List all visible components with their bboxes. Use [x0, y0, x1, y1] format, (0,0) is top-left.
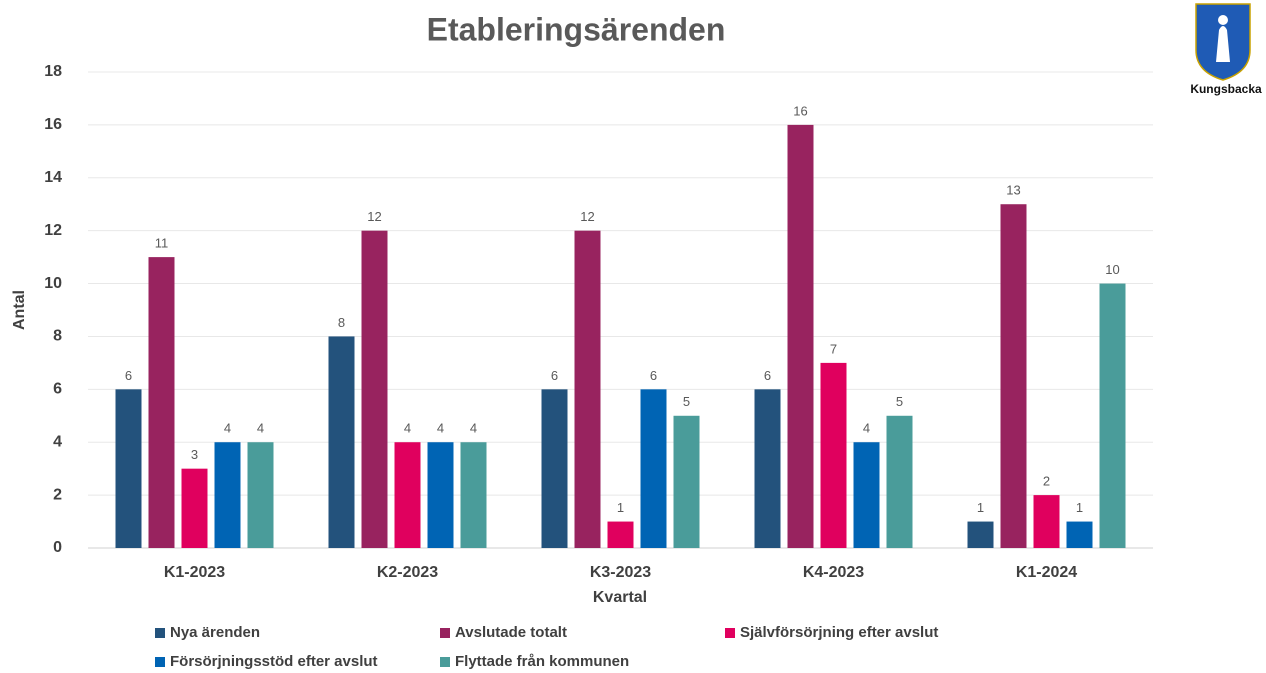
y-axis-label: Antal — [11, 290, 28, 330]
data-label: 4 — [863, 421, 870, 436]
bar — [1099, 283, 1126, 548]
bar — [1066, 521, 1093, 548]
legend-swatch — [155, 628, 165, 638]
bar — [361, 230, 388, 548]
bar — [394, 442, 421, 548]
legend-swatch — [725, 628, 735, 638]
y-tick-label: 6 — [53, 381, 62, 398]
legend-label: Självförsörjning efter avslut — [740, 624, 938, 641]
logo-text: Kungsbacka — [1190, 82, 1262, 96]
y-tick-label: 0 — [53, 539, 62, 556]
data-label: 16 — [793, 103, 807, 118]
legend-label: Avslutade totalt — [455, 624, 567, 641]
bar — [460, 442, 487, 548]
data-label: 3 — [191, 447, 198, 462]
data-label: 5 — [896, 394, 903, 409]
bar — [1033, 495, 1060, 548]
data-label: 1 — [977, 500, 984, 515]
data-label: 4 — [257, 421, 264, 436]
data-label: 5 — [683, 394, 690, 409]
bar — [607, 521, 634, 548]
bar — [115, 389, 142, 548]
y-tick-label: 12 — [44, 222, 62, 239]
bar — [820, 362, 847, 548]
y-tick-label: 16 — [44, 116, 62, 133]
bar — [886, 415, 913, 548]
bar — [541, 389, 568, 548]
data-label: 1 — [1076, 500, 1083, 515]
bar — [214, 442, 241, 548]
bar — [787, 124, 814, 548]
data-label: 7 — [830, 341, 837, 356]
bar — [181, 468, 208, 548]
data-label: 12 — [367, 209, 381, 224]
data-label: 4 — [404, 421, 411, 436]
data-label: 12 — [580, 209, 594, 224]
chart-title: Etableringsärenden — [427, 11, 726, 47]
y-tick-label: 2 — [53, 486, 62, 503]
data-label: 11 — [155, 236, 169, 251]
legend-swatch — [155, 657, 165, 667]
data-label: 10 — [1105, 262, 1119, 277]
data-label: 13 — [1006, 183, 1020, 198]
legend-label: Försörjningsstöd efter avslut — [170, 653, 378, 670]
data-label: 2 — [1043, 474, 1050, 489]
logo: Kungsbacka — [1190, 3, 1262, 96]
y-tick-label: 14 — [44, 169, 62, 186]
data-label: 4 — [470, 421, 477, 436]
bar — [967, 521, 994, 548]
bar — [853, 442, 880, 548]
legend-swatch — [440, 628, 450, 638]
bar — [427, 442, 454, 548]
bar — [754, 389, 781, 548]
bar — [1000, 204, 1027, 548]
data-label: 4 — [437, 421, 444, 436]
legend-swatch — [440, 657, 450, 667]
bar — [247, 442, 274, 548]
bar — [148, 257, 175, 548]
logo-figure — [1216, 26, 1230, 62]
logo-head — [1218, 15, 1228, 25]
data-label: 1 — [617, 500, 624, 515]
x-tick-label: K1-2023 — [164, 564, 225, 581]
legend-label: Flyttade från kommunen — [455, 653, 629, 670]
x-tick-label: K2-2023 — [377, 564, 438, 581]
data-label: 6 — [125, 368, 132, 383]
data-label: 4 — [224, 421, 231, 436]
x-tick-label: K3-2023 — [590, 564, 651, 581]
data-label: 8 — [338, 315, 345, 330]
x-tick-label: K4-2023 — [803, 564, 864, 581]
y-tick-label: 8 — [53, 328, 62, 345]
x-tick-label: K1-2024 — [1016, 564, 1077, 581]
legend-label: Nya ärenden — [170, 624, 260, 641]
bar — [673, 415, 700, 548]
y-tick-label: 18 — [44, 63, 62, 80]
y-tick-label: 10 — [44, 275, 62, 292]
y-tick-label: 4 — [53, 433, 62, 450]
bar — [574, 230, 601, 548]
data-label: 6 — [650, 368, 657, 383]
bar — [328, 336, 355, 548]
bar — [640, 389, 667, 548]
x-axis-label: Kvartal — [593, 589, 647, 606]
data-label: 6 — [551, 368, 558, 383]
data-label: 6 — [764, 368, 771, 383]
